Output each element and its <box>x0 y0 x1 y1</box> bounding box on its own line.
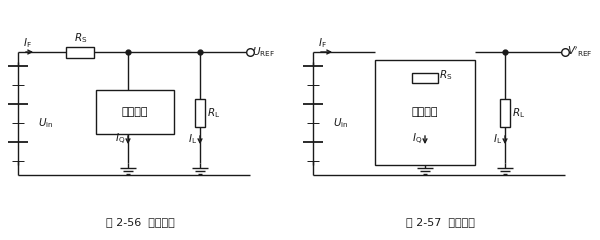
Bar <box>66 47 94 58</box>
Text: $I_{\rm F}$: $I_{\rm F}$ <box>23 36 32 50</box>
Text: $I_{\rm L}$: $I_{\rm L}$ <box>188 132 197 146</box>
Text: $U_{\rm in}$: $U_{\rm in}$ <box>38 117 53 130</box>
Text: $R_{\rm S}$: $R_{\rm S}$ <box>439 69 452 83</box>
Text: 串联基准: 串联基准 <box>412 107 438 117</box>
Text: $R_{\rm S}$: $R_{\rm S}$ <box>74 31 88 45</box>
Text: $U_{\rm REF}$: $U_{\rm REF}$ <box>252 45 275 59</box>
Text: $R_{\rm L}$: $R_{\rm L}$ <box>512 106 525 120</box>
Bar <box>412 72 438 83</box>
Text: $V'_{\rm REF}$: $V'_{\rm REF}$ <box>567 45 593 59</box>
Bar <box>96 90 174 134</box>
Bar <box>500 99 510 127</box>
Text: 并联基准: 并联基准 <box>122 107 148 117</box>
Text: $R_{\rm L}$: $R_{\rm L}$ <box>207 106 220 120</box>
Text: $I_{\rm Q}$: $I_{\rm Q}$ <box>115 132 125 147</box>
Bar <box>375 60 475 164</box>
Text: 图 2-56  并联基准: 图 2-56 并联基准 <box>106 217 175 227</box>
Bar <box>195 99 205 127</box>
Text: $I_{\rm F}$: $I_{\rm F}$ <box>318 36 327 50</box>
Text: 图 2-57  串联基准: 图 2-57 串联基准 <box>406 217 475 227</box>
Text: $I_{\rm L}$: $I_{\rm L}$ <box>493 132 502 146</box>
Text: $I_{\rm Q}$: $I_{\rm Q}$ <box>412 132 422 147</box>
Text: $U_{\rm in}$: $U_{\rm in}$ <box>333 117 349 130</box>
